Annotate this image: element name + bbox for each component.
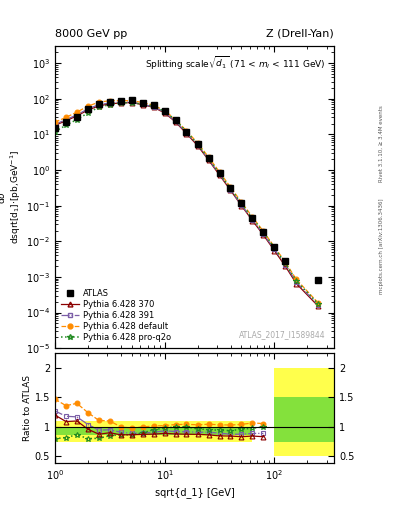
Legend: ATLAS, Pythia 6.428 370, Pythia 6.428 391, Pythia 6.428 default, Pythia 6.428 pr: ATLAS, Pythia 6.428 370, Pythia 6.428 39… bbox=[59, 287, 172, 344]
Y-axis label: d$\sigma$
dsqrt[d$_{1}$]$\cdot$[pb,GeV$^{-1}$]: d$\sigma$ dsqrt[d$_{1}$]$\cdot$[pb,GeV$^… bbox=[0, 150, 23, 244]
X-axis label: sqrt{d_1} [GeV]: sqrt{d_1} [GeV] bbox=[155, 487, 234, 499]
Text: 8000 GeV pp: 8000 GeV pp bbox=[55, 29, 127, 38]
Y-axis label: Ratio to ATLAS: Ratio to ATLAS bbox=[23, 375, 32, 441]
Text: Rivet 3.1.10, ≥ 3.4M events: Rivet 3.1.10, ≥ 3.4M events bbox=[379, 105, 384, 182]
Text: mcplots.cern.ch [arXiv:1306.3436]: mcplots.cern.ch [arXiv:1306.3436] bbox=[379, 198, 384, 293]
Text: ATLAS_2017_I1589844: ATLAS_2017_I1589844 bbox=[239, 330, 326, 339]
Text: Z (Drell-Yan): Z (Drell-Yan) bbox=[266, 29, 334, 38]
Text: Splitting scale$\sqrt{d_1}$ (71 < $m_l$ < 111 GeV): Splitting scale$\sqrt{d_1}$ (71 < $m_l$ … bbox=[145, 55, 326, 72]
